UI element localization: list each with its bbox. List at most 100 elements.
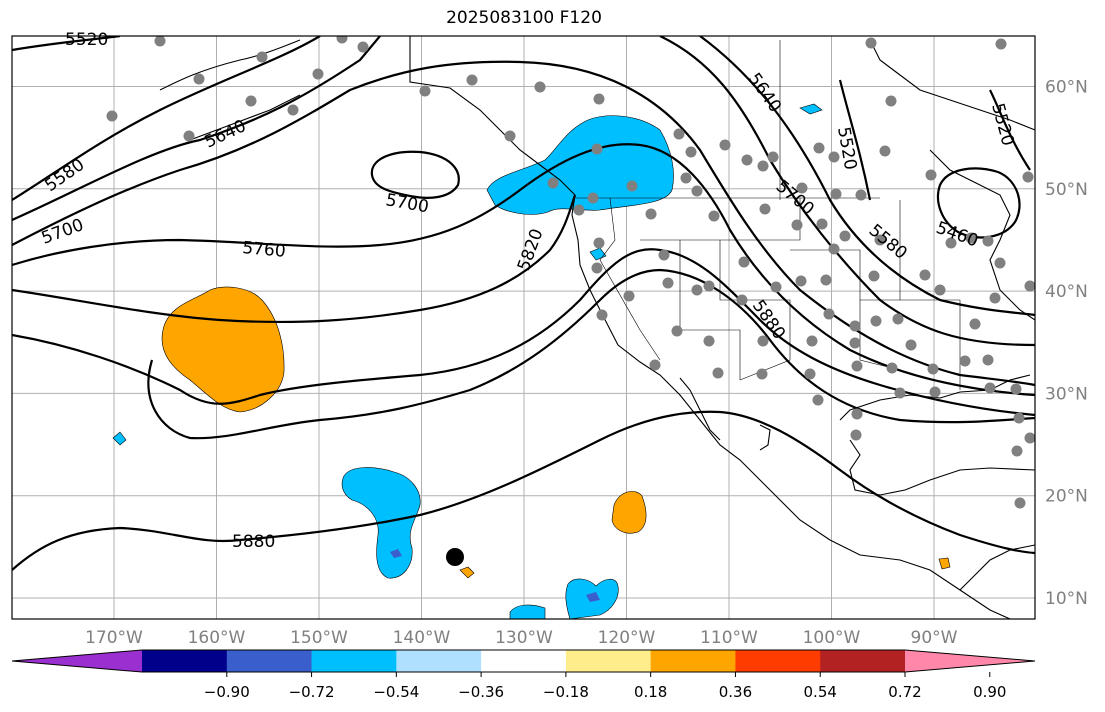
colorbar-segment <box>481 650 567 672</box>
station-marker <box>645 208 657 220</box>
station-marker <box>886 362 898 374</box>
contour-5880 <box>12 410 1035 571</box>
station-marker <box>738 256 750 268</box>
contour-5880 <box>147 268 1035 440</box>
station-marker <box>671 325 683 337</box>
station-marker <box>593 93 605 105</box>
station-marker <box>1024 432 1035 444</box>
colorbar: −0.90 −0.72 −0.54 −0.36 −0.18 0.18 0.36 0.54 0.7… <box>11 649 1036 701</box>
station-marker <box>336 36 348 44</box>
height-contours <box>12 36 1035 571</box>
station-marker <box>756 368 768 380</box>
station-marker <box>870 315 882 327</box>
colorbar-extend-low <box>12 650 142 672</box>
station-marker <box>770 281 782 293</box>
station-marker <box>929 386 941 398</box>
station-marker <box>839 230 851 242</box>
station-marker <box>183 130 195 142</box>
station-marker <box>905 339 917 351</box>
coastlines <box>159 36 1035 619</box>
station-marker <box>868 270 880 282</box>
lon-tick-label: 90°W <box>911 628 958 648</box>
station-marker <box>828 151 840 163</box>
station-marker <box>591 262 603 274</box>
negative-anomaly-region <box>486 115 674 215</box>
station-marker <box>587 192 599 204</box>
station-marker <box>851 360 863 372</box>
station-marker <box>757 160 769 172</box>
negative-anomaly-region <box>112 431 127 446</box>
colorbar-outline <box>11 649 1036 673</box>
station-marker <box>1022 171 1034 183</box>
station-marker <box>593 237 605 249</box>
lat-tick-label: 40°N <box>1045 282 1088 302</box>
station-marker <box>466 74 478 86</box>
station-marker <box>849 320 861 332</box>
station-marker <box>703 335 715 347</box>
station-marker <box>703 280 715 292</box>
contour-5580 <box>12 36 321 201</box>
station-marker <box>573 204 585 216</box>
contour-5760 <box>12 143 1035 397</box>
station-marker <box>795 275 807 287</box>
station-marker <box>796 182 808 194</box>
station-marker <box>534 81 546 93</box>
station-marker <box>287 104 299 116</box>
station-marker <box>1013 412 1025 424</box>
longitude-labels: 170°W 160°W 150°W 140°W 130°W 120°W 110°W 100°W… <box>85 628 958 648</box>
station-marker <box>708 210 720 222</box>
station-marker <box>1010 383 1022 395</box>
station-marker <box>673 128 685 140</box>
colorbar-segment <box>650 650 736 672</box>
station-marker <box>757 335 769 347</box>
colorbar-tick-label: 0.36 <box>719 683 752 701</box>
strong-negative-anomaly <box>390 549 402 558</box>
station-marker <box>995 38 1007 50</box>
positive-anomaly-region <box>459 566 475 579</box>
station-marker <box>934 284 946 296</box>
negative-anomaly-region <box>799 103 823 115</box>
station-marker <box>892 313 904 325</box>
contour-5520 <box>989 89 1031 171</box>
station-marker <box>1011 445 1023 457</box>
station-markers <box>106 36 1035 509</box>
lon-tick-label: 120°W <box>598 628 656 648</box>
station-marker <box>965 232 977 244</box>
colorbar-tick-label: 0.72 <box>888 683 921 701</box>
station-marker <box>759 203 771 215</box>
contour-5700 <box>370 150 460 199</box>
colorbar-tick-label: −0.54 <box>373 683 419 701</box>
contour-label: 5520 <box>65 30 108 50</box>
station-marker <box>820 274 832 286</box>
lon-tick-label: 150°W <box>290 628 348 648</box>
station-marker <box>804 368 816 380</box>
station-marker <box>813 142 825 154</box>
station-marker <box>312 68 324 80</box>
lon-tick-label: 110°W <box>700 628 758 648</box>
lat-tick-label: 60°N <box>1045 78 1088 98</box>
lon-tick-label: 100°W <box>803 628 861 648</box>
station-marker <box>855 189 867 201</box>
station-marker <box>816 218 828 230</box>
colorbar-segment <box>565 650 652 672</box>
contour-5460 <box>936 167 1021 239</box>
positive-anomaly-region <box>938 557 951 570</box>
colorbar-segment <box>396 650 482 672</box>
contour-5820 <box>12 248 1035 417</box>
station-marker <box>591 143 603 155</box>
station-marker <box>989 292 1001 304</box>
station-marker <box>649 359 661 371</box>
station-marker <box>680 172 692 184</box>
station-marker <box>812 394 824 406</box>
lon-tick-label: 130°W <box>495 628 553 648</box>
colorbar-tick-label: −0.72 <box>289 683 335 701</box>
station-marker <box>623 290 635 302</box>
latitude-labels: 60°N 50°N 40°N 30°N 20°N 10°N <box>1045 78 1088 610</box>
station-marker <box>982 235 994 247</box>
station-marker <box>736 294 748 306</box>
strong-negative-anomaly <box>586 592 600 602</box>
station-marker <box>658 249 670 261</box>
negative-anomaly-region <box>509 604 546 619</box>
station-marker <box>626 180 638 192</box>
